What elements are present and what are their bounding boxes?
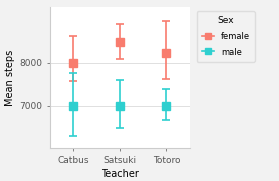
Legend: female, male: female, male xyxy=(197,11,255,62)
Y-axis label: Mean steps: Mean steps xyxy=(5,50,15,106)
X-axis label: Teacher: Teacher xyxy=(101,169,139,179)
